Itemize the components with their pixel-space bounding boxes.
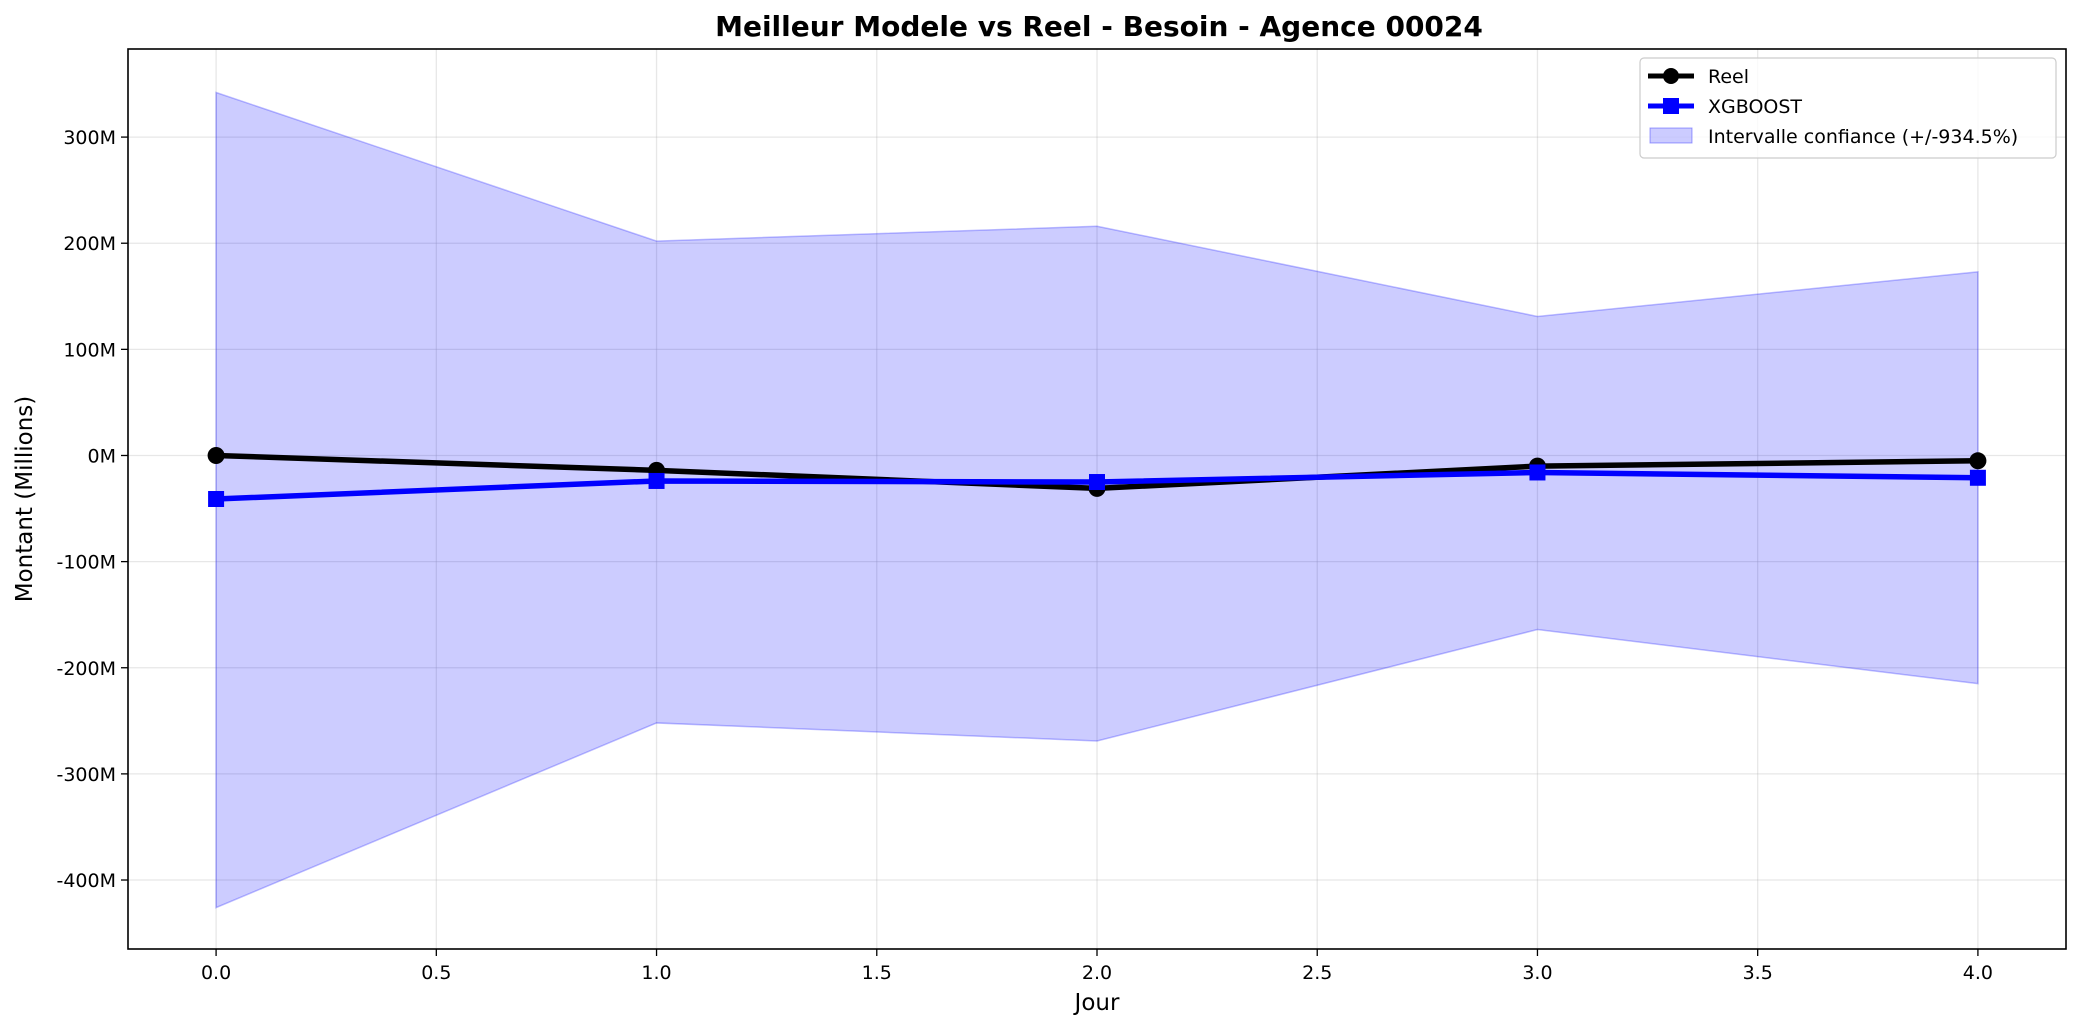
legend-reel-marker	[1663, 68, 1679, 84]
chart-title: Meilleur Modele vs Reel - Besoin - Agenc…	[715, 10, 1483, 43]
legend-label-band: Intervalle confiance (+/-934.5%)	[1708, 126, 2018, 148]
y-tick-label: -100M	[56, 552, 116, 574]
confidence-band	[215, 91, 1979, 909]
x-tick-label: 4.0	[1963, 962, 1993, 984]
y-tick-label: -200M	[56, 658, 116, 680]
x-axis-label: Jour	[1073, 990, 1120, 1016]
y-tick-label: 200M	[63, 233, 116, 255]
grid-layer	[128, 49, 2066, 949]
point-xgboost	[208, 491, 225, 507]
y-tick-label: 100M	[63, 339, 116, 361]
y-axis-label: Montant (Millions)	[12, 396, 38, 603]
x-tick-label: 1.0	[641, 962, 671, 984]
x-tick-label: 3.5	[1743, 962, 1773, 984]
legend-xgboost-marker	[1663, 98, 1679, 114]
x-tick-label: 0.0	[201, 962, 231, 984]
point-xgboost	[1969, 469, 1986, 486]
y-tick-label: 300M	[63, 127, 116, 149]
point-reel	[1969, 452, 1987, 470]
confidence-band-layer	[215, 91, 1979, 909]
x-tick-label: 2.5	[1302, 962, 1332, 984]
x-tick-label: 3.0	[1522, 962, 1552, 984]
x-axis-ticks: 0.0 0.5 1.0 1.5 2.0 2.5 3.0 3.5 4.0	[201, 949, 1993, 984]
legend-box	[1639, 57, 2057, 159]
y-tick-label: 0M	[88, 445, 116, 467]
legend-label-xgboost: XGBOOST	[1708, 96, 1802, 118]
y-axis-ticks: -400M -300M -200M -100M 0M 100M 200M 300M	[56, 127, 128, 892]
y-tick-label: -300M	[56, 764, 116, 786]
point-xgboost	[1089, 474, 1105, 491]
point-reel	[207, 446, 225, 464]
x-tick-label: 2.0	[1082, 962, 1112, 984]
x-tick-label: 1.5	[862, 962, 892, 984]
x-tick-label: 0.5	[421, 962, 451, 984]
legend: Reel XGBOOST Intervalle confiance (+/-93…	[1639, 57, 2057, 159]
point-xgboost	[648, 472, 665, 489]
series-layer	[207, 446, 1987, 507]
legend-band-swatch	[1649, 127, 1693, 144]
legend-label-reel: Reel	[1708, 66, 1749, 88]
y-tick-label: -400M	[56, 870, 116, 892]
point-xgboost	[1529, 464, 1546, 481]
